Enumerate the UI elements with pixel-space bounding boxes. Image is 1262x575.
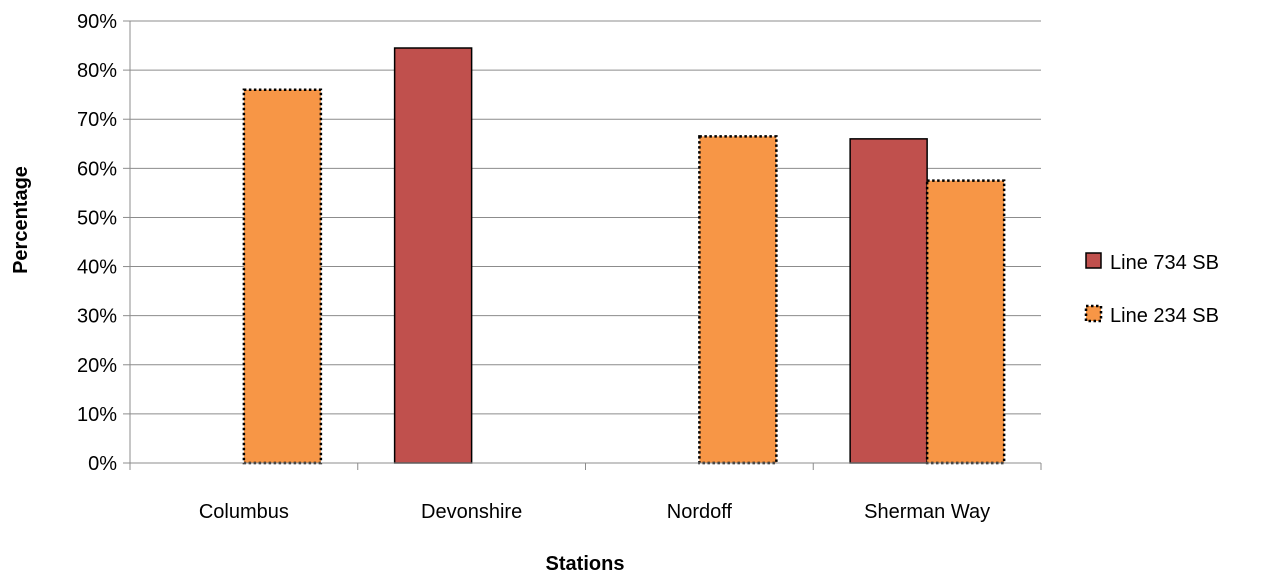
- legend-label: Line 234 SB: [1110, 305, 1219, 327]
- y-tick-label: 60%: [77, 158, 117, 180]
- x-tick-label: Columbus: [199, 501, 289, 523]
- bar-line-734-sb-sherman-way: [849, 138, 928, 464]
- y-tick-label: 20%: [77, 355, 117, 377]
- bar-line-734-sb-devonshire: [393, 47, 473, 464]
- x-axis-title: Stations: [546, 553, 625, 575]
- y-tick-label: 80%: [77, 60, 117, 82]
- y-tick-label: 90%: [77, 11, 117, 33]
- bar-line-234-sb-nordoff: [698, 135, 778, 465]
- x-tick-label: Sherman Way: [864, 501, 990, 523]
- bar-line-234-sb-columbus: [242, 88, 323, 465]
- y-tick-label: 50%: [77, 207, 117, 229]
- y-tick-label: 40%: [77, 257, 117, 279]
- x-tick-label: Nordoff: [667, 501, 733, 523]
- legend-swatch: [1085, 252, 1102, 269]
- legend-swatch: [1084, 304, 1103, 323]
- bars: [242, 47, 1006, 465]
- bar-line-234-sb-sherman-way: [925, 179, 1006, 465]
- legend-label: Line 734 SB: [1110, 252, 1219, 274]
- x-tick-label: Devonshire: [421, 501, 522, 523]
- legend: Line 734 SB Line 234 SB: [1084, 252, 1219, 327]
- x-tick-labels: Columbus Devonshire Nordoff Sherman Way: [199, 501, 990, 523]
- axes: [129, 21, 1042, 470]
- y-tick-label: 70%: [77, 109, 117, 131]
- y-tick-label: 0%: [88, 453, 117, 475]
- y-tick-label: 30%: [77, 306, 117, 328]
- y-axis-title: Percentage: [10, 166, 32, 274]
- y-tick-labels: 0% 10% 20% 30% 40% 50% 60% 70% 80% 90%: [77, 11, 117, 475]
- y-tick-label: 10%: [77, 404, 117, 426]
